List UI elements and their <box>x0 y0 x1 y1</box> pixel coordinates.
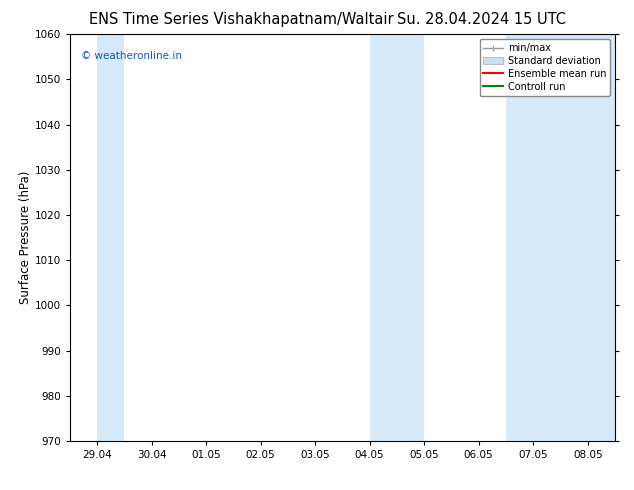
Text: Su. 28.04.2024 15 UTC: Su. 28.04.2024 15 UTC <box>398 12 566 27</box>
Legend: min/max, Standard deviation, Ensemble mean run, Controll run: min/max, Standard deviation, Ensemble me… <box>479 39 610 96</box>
Text: ENS Time Series Vishakhapatnam/Waltair: ENS Time Series Vishakhapatnam/Waltair <box>89 12 393 27</box>
Text: © weatheronline.in: © weatheronline.in <box>81 50 182 61</box>
Y-axis label: Surface Pressure (hPa): Surface Pressure (hPa) <box>18 171 32 304</box>
Bar <box>370 34 424 441</box>
Bar <box>97 34 124 441</box>
Bar <box>506 34 615 441</box>
